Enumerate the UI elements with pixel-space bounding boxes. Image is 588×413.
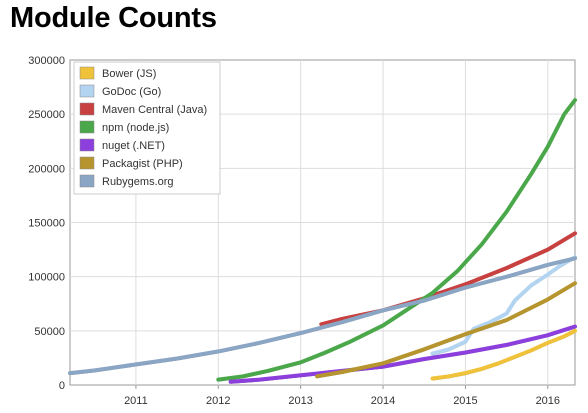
legend-label: Rubygems.org [102, 176, 174, 188]
y-tick-label: 250000 [28, 109, 65, 121]
x-tick-label: 2014 [371, 395, 395, 407]
legend-swatch [79, 84, 95, 98]
y-tick-label: 300000 [28, 55, 65, 67]
legend-swatch [79, 102, 95, 116]
legend: Bower (JS) GoDoc (Go) Maven Central (Java)… [73, 61, 221, 195]
x-tick-label: 2015 [453, 395, 477, 407]
legend-label: npm (node.js) [102, 122, 169, 134]
x-tick-label: 2011 [124, 395, 148, 407]
legend-label: nuget (.NET) [102, 140, 165, 152]
chart-title: Module Counts [10, 2, 217, 34]
legend-swatch [79, 138, 95, 152]
series-line [319, 231, 577, 327]
series-line [430, 328, 577, 381]
legend-swatch [79, 66, 95, 80]
legend-swatch [79, 174, 95, 188]
y-tick-label: 200000 [28, 163, 65, 175]
y-tick-label: 50000 [34, 326, 65, 338]
x-tick-label: 2016 [536, 395, 560, 407]
legend-label: GoDoc (Go) [102, 86, 161, 98]
series-lines [68, 98, 577, 384]
legend-label: Bower (JS) [102, 68, 156, 80]
series-line [228, 324, 577, 384]
legend-swatch [79, 120, 95, 134]
y-tick-label: 0 [59, 380, 65, 392]
series-line [430, 255, 577, 356]
series-line [315, 281, 577, 379]
y-tick-label: 150000 [28, 218, 65, 230]
axes: 0 50000 100000 150000 200000 250000 300000 2011… [28, 55, 560, 407]
legend-label: Packagist (PHP) [102, 158, 183, 170]
series-line [68, 256, 577, 376]
x-tick-label: 2013 [288, 395, 312, 407]
y-tick-label: 100000 [28, 272, 65, 284]
x-tick-label: 2012 [206, 395, 230, 407]
legend-swatch [79, 156, 95, 170]
legend-box [73, 61, 221, 195]
legend-label: Maven Central (Java) [102, 104, 207, 116]
